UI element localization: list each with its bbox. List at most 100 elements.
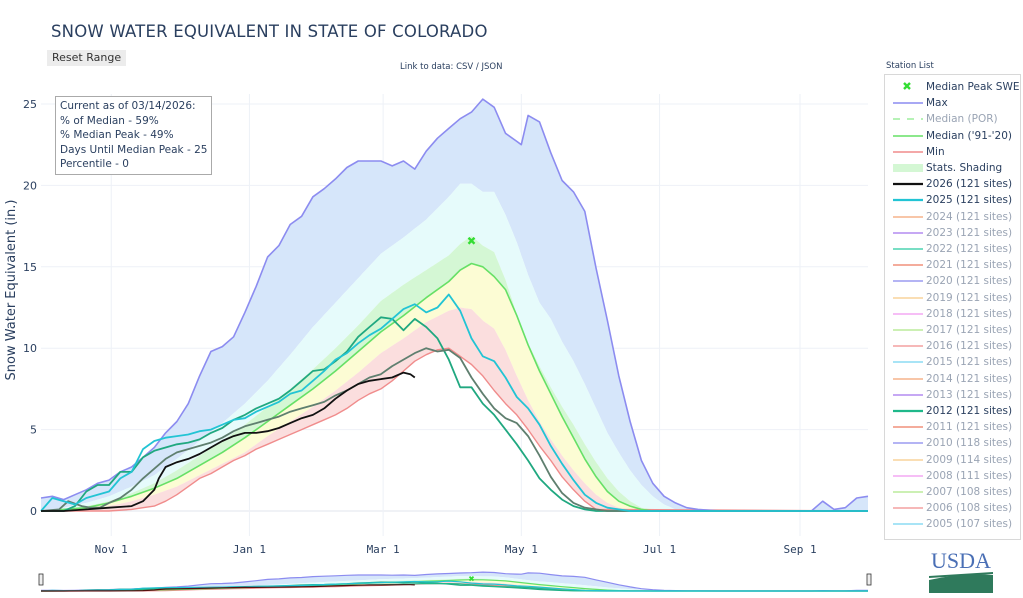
legend-item-2016[interactable]: 2016 (121 sites): [885, 338, 1020, 354]
legend-label: Median ('91-'20): [926, 129, 1013, 142]
band-max-to-90th: [41, 99, 868, 511]
legend-item-2006[interactable]: 2006 (108 sites): [885, 500, 1020, 516]
legend-label: 2015 (121 sites): [926, 356, 1013, 369]
y-tick-label: 10: [23, 342, 37, 355]
line-swatch-icon: [893, 322, 923, 338]
range-median-peak-marker: [468, 575, 475, 582]
y-tick-label: 0: [30, 505, 37, 518]
y-tick-label: 15: [23, 261, 37, 274]
legend-label: 2010 (118 sites): [926, 437, 1013, 450]
median-peak-marker-icon: [893, 79, 923, 95]
legend-item-2015[interactable]: 2015 (121 sites): [885, 354, 1020, 370]
legend-item-2010[interactable]: 2010 (118 sites): [885, 435, 1020, 451]
legend-label: 2024 (121 sites): [926, 210, 1013, 223]
current-status-box: Current as of 03/14/2026: % of Median - …: [55, 96, 213, 175]
reset-range-button[interactable]: Reset Range: [47, 50, 127, 66]
legend-item-2023[interactable]: 2023 (121 sites): [885, 225, 1020, 241]
legend-item-2012[interactable]: 2012 (121 sites): [885, 403, 1020, 419]
legend-item-2022[interactable]: 2022 (121 sites): [885, 241, 1020, 257]
legend-label: Median (POR): [926, 113, 998, 126]
legend-item-stats[interactable]: Stats. Shading: [885, 160, 1020, 176]
x-tick-label: Nov 1: [95, 543, 128, 556]
line-swatch-icon: [893, 273, 923, 289]
legend-item-max[interactable]: Max: [885, 95, 1020, 111]
legend-item-2020[interactable]: 2020 (121 sites): [885, 273, 1020, 289]
line-swatch-icon: [893, 209, 923, 225]
y-tick-label: 5: [30, 424, 37, 437]
shading-swatch-icon: [893, 160, 923, 176]
line-swatch-icon: [893, 225, 923, 241]
legend-item-2005[interactable]: 2005 (107 sites): [885, 516, 1020, 532]
info-percent-median: % of Median - 59%: [60, 114, 159, 127]
legend-item-2008[interactable]: 2008 (111 sites): [885, 468, 1020, 484]
band-50th-to-30th: [41, 263, 868, 511]
percentile-bands: [41, 99, 868, 512]
json-link[interactable]: JSON: [481, 62, 503, 72]
line-swatch-icon: [893, 387, 923, 403]
y-axis-ticks: 0 5 10 15 20 25: [23, 98, 37, 518]
legend-item-2021[interactable]: 2021 (121 sites): [885, 257, 1020, 273]
legend-label: 2007 (108 sites): [926, 486, 1013, 498]
legend-item-2007[interactable]: 2007 (108 sites): [885, 484, 1020, 500]
x-tick-label: May 1: [505, 543, 538, 556]
legend-item-median[interactable]: Median (POR): [885, 111, 1020, 127]
range-line: [40, 580, 868, 592]
range-handle-left[interactable]: [38, 573, 44, 586]
data-link-separator: /: [473, 62, 482, 72]
legend-label: 2021 (121 sites): [926, 259, 1013, 272]
legend-label: Stats. Shading: [926, 162, 1003, 174]
series-line-median: [40, 262, 868, 512]
legend-item-median[interactable]: Median ('91-'20): [885, 128, 1020, 144]
csv-link[interactable]: CSV: [456, 62, 474, 72]
legend-item-2018[interactable]: 2018 (121 sites): [885, 306, 1020, 322]
legend-label: 2019 (121 sites): [926, 291, 1013, 304]
data-link-prefix: Link to data:: [400, 62, 457, 72]
line-swatch-icon: [893, 176, 923, 192]
legend-item-2025[interactable]: 2025 (121 sites): [885, 192, 1020, 208]
median-peak-marker: [467, 236, 476, 245]
legend-label: 2012 (121 sites): [926, 405, 1013, 417]
legend-label: 2009 (114 sites): [926, 453, 1013, 466]
line-swatch-icon: [893, 128, 923, 144]
legend-label: Median Peak SWE: [926, 81, 1020, 93]
legend-label: 2005 (107 sites): [926, 518, 1013, 531]
legend-label: 2017 (121 sites): [926, 324, 1013, 336]
series-line-2012-alt: [41, 316, 868, 512]
legend-label: 2008 (111 sites): [926, 469, 1013, 482]
legend-label: 2025 (121 sites): [926, 194, 1013, 207]
legend-label: 2013 (121 sites): [926, 388, 1013, 401]
x-axis-ticks: Nov 1 Jan 1 Mar 1 May 1 Jul 1 Sep 1: [95, 543, 817, 556]
legend-item-2009[interactable]: 2009 (114 sites): [885, 452, 1020, 468]
legend-title: Station List: [886, 61, 934, 71]
legend-item-2013[interactable]: 2013 (121 sites): [885, 387, 1020, 403]
legend-item-2019[interactable]: 2019 (121 sites): [885, 290, 1020, 306]
line-swatch-icon: [893, 241, 923, 257]
series-lines: [40, 98, 869, 512]
range-band: [41, 576, 868, 591]
line-swatch-icon: [893, 484, 923, 500]
series-line-2012: [40, 347, 868, 512]
line-swatch-icon: [893, 500, 923, 516]
line-swatch-icon: [893, 403, 923, 419]
line-swatch-icon: [893, 452, 923, 468]
y-tick-label: 25: [23, 98, 37, 111]
info-current-as-of: Current as of 03/14/2026:: [60, 100, 196, 112]
legend-item-2024[interactable]: 2024 (121 sites): [885, 209, 1020, 225]
range-handle-right[interactable]: [866, 573, 872, 586]
legend-item-2026[interactable]: 2026 (121 sites): [885, 176, 1020, 192]
band-30th-to-min: [41, 307, 868, 511]
legend-label: 2014 (121 sites): [926, 372, 1013, 385]
series-line-2026: [41, 371, 416, 512]
legend-item-median[interactable]: Median Peak SWE: [885, 79, 1020, 95]
range-slider[interactable]: [38, 570, 872, 592]
dashed-line-icon: [893, 111, 923, 127]
legend-item-2017[interactable]: 2017 (121 sites): [885, 322, 1020, 338]
legend-label: Min: [926, 145, 945, 158]
legend-item-min[interactable]: Min: [885, 144, 1020, 160]
legend-label: 2006 (108 sites): [926, 502, 1013, 515]
legend-item-2014[interactable]: 2014 (121 sites): [885, 371, 1020, 387]
line-swatch-icon: [893, 516, 923, 532]
legend-item-2011[interactable]: 2011 (121 sites): [885, 419, 1020, 435]
line-swatch-icon: [893, 468, 923, 484]
